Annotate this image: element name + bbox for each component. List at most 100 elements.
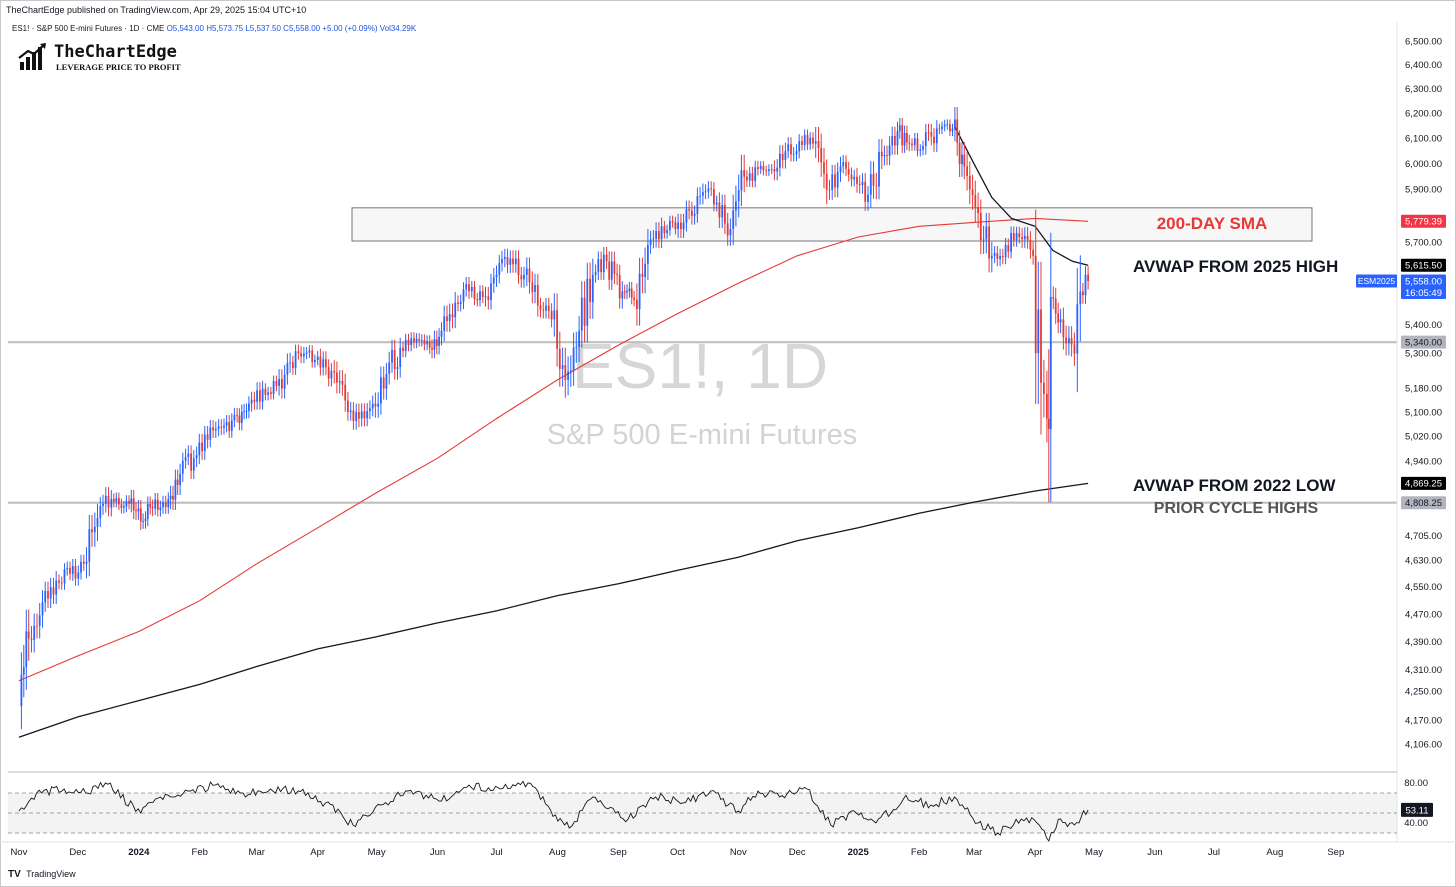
candle-body [1012, 233, 1015, 241]
ohlc-open: O5,543.00 [166, 24, 204, 33]
candle-body [181, 460, 184, 474]
candle-body [958, 142, 961, 164]
ohlc-change: +5.00 (+0.09%) [322, 24, 378, 33]
candle-body [666, 230, 668, 233]
candle-body [462, 289, 465, 302]
candle-body [746, 176, 748, 181]
candle-body [790, 144, 792, 155]
candle-body [850, 174, 853, 180]
candle-body [418, 338, 421, 341]
candle-body [1032, 249, 1034, 256]
candle-body [130, 498, 133, 504]
y-tick-label: 4,310.00 [1405, 665, 1442, 676]
candle-body [628, 288, 631, 291]
candle-body [303, 353, 305, 357]
candle-body [454, 302, 457, 318]
candle-body [935, 128, 938, 144]
candle-body [883, 155, 886, 157]
candle-body [971, 189, 974, 196]
resistance-zone-box [351, 207, 1313, 242]
candle-body [128, 500, 130, 504]
candle-body [608, 261, 611, 280]
price-label-text: 5,779.39 [1405, 216, 1442, 227]
candle-body [144, 518, 147, 521]
candle-body [443, 316, 446, 331]
y-tick-label: 5,900.00 [1405, 185, 1442, 196]
candle-body [623, 291, 626, 293]
candle-body [993, 253, 996, 256]
candle-body [677, 222, 679, 229]
candle-body [737, 190, 740, 202]
bar-chart-logo-icon [18, 43, 46, 70]
candle-body [22, 667, 25, 675]
candle-body [44, 591, 47, 603]
x-tick-label: May [1085, 847, 1103, 858]
candle-body [610, 261, 613, 280]
candle-body [275, 381, 278, 386]
x-tick-label: Feb [911, 847, 927, 858]
candle-body [465, 284, 468, 290]
candle-body [715, 202, 718, 205]
candle-body [762, 166, 765, 171]
price-label-badge [1401, 335, 1446, 349]
candle-body [894, 135, 896, 146]
candle-body [655, 231, 657, 239]
candle-body [825, 173, 828, 190]
candle-body [768, 169, 770, 171]
candle-body [812, 137, 814, 144]
candle-body [861, 181, 864, 185]
candle-body [567, 371, 569, 380]
avwap-from-2022-low-line [18, 482, 1089, 738]
candle-body [104, 495, 107, 504]
candle-body [305, 352, 308, 354]
candle-body [120, 504, 123, 508]
candle-body [979, 213, 982, 241]
candle-body [671, 221, 674, 223]
candle-body [564, 365, 567, 380]
symbol-legend[interactable]: ES1! · S&P 500 E-mini Futures · 1D · CME… [12, 24, 416, 33]
price-label-badge [1401, 274, 1446, 288]
candle-body [1007, 245, 1010, 252]
candle-body [550, 311, 553, 320]
candle-body [704, 191, 707, 193]
candle-body [217, 426, 220, 429]
candle-body [754, 167, 757, 181]
candle-body [371, 403, 374, 409]
footer-brand: TV TradingView [8, 869, 76, 880]
candle-body [561, 365, 564, 369]
y-tick-label: 4,940.00 [1405, 456, 1442, 467]
candle-body [1023, 235, 1026, 240]
candle-body [195, 455, 198, 459]
candle-body [990, 255, 993, 259]
candle-body [85, 561, 88, 564]
candle-body [1087, 274, 1089, 281]
candle-body [267, 392, 269, 395]
candle-body [682, 222, 685, 230]
candle-body [616, 273, 618, 275]
candle-body [399, 347, 402, 368]
candle-body [238, 415, 241, 423]
candle-body [169, 495, 172, 499]
candle-body [253, 399, 256, 402]
candle-body [699, 195, 701, 197]
candle-body [440, 330, 443, 337]
candle-body [74, 566, 77, 579]
candle-body [878, 151, 880, 187]
x-tick-label: Aug [549, 847, 566, 858]
rsi-line [18, 780, 1089, 843]
candle-body [580, 297, 583, 331]
candle-body [572, 347, 575, 371]
candle-body [817, 141, 820, 148]
candle-body [1047, 418, 1050, 430]
candle-body [484, 296, 487, 298]
rsi-value-text: 53.11 [1405, 805, 1428, 816]
y-tick-label: 4,390.00 [1405, 637, 1442, 648]
candle-body [814, 141, 817, 144]
candle-body [930, 132, 933, 137]
price-label-text: 16:05:49 [1405, 288, 1442, 299]
brand-logo: TheChartEdge LEVERAGE PRICE TO PROFIT [18, 42, 181, 77]
candle-body [982, 239, 985, 241]
candle-body [539, 305, 542, 310]
